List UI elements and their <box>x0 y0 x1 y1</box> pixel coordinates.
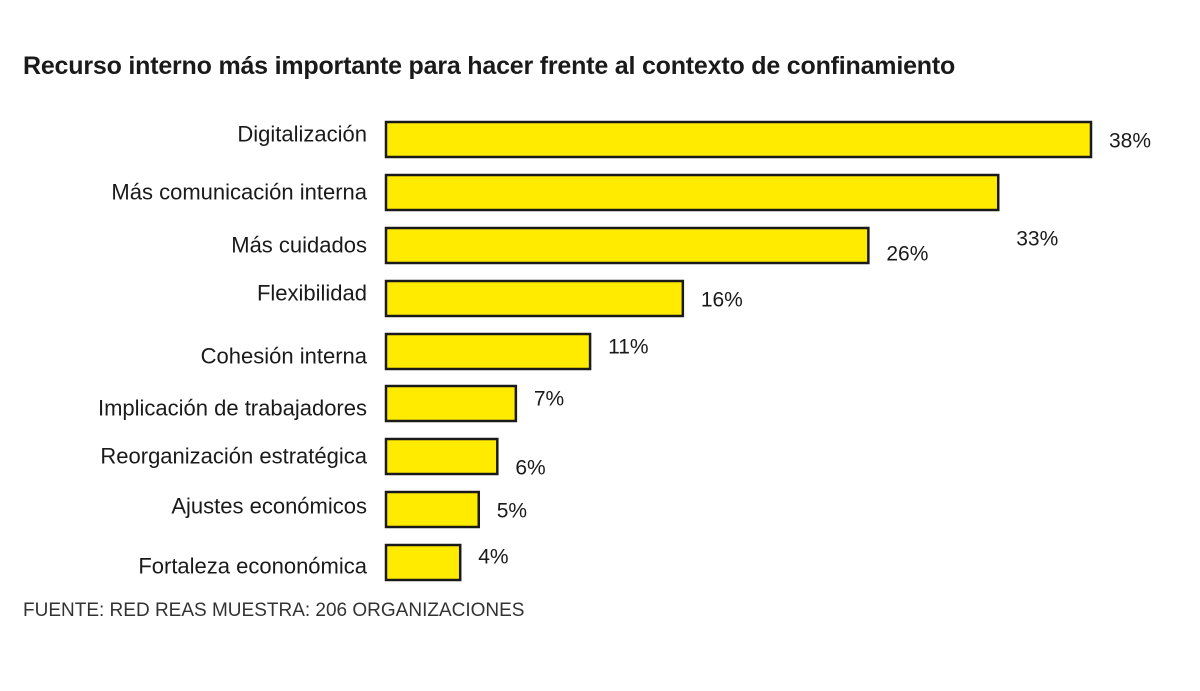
source-note: FUENTE: RED REAS MUESTRA: 206 ORGANIZACI… <box>23 600 525 621</box>
category-label: Cohesión interna <box>201 344 368 369</box>
bar <box>384 226 870 265</box>
chart-title: Recurso interno más importante para hace… <box>23 52 956 80</box>
bar <box>384 120 1093 159</box>
bar <box>384 173 1000 212</box>
category-label: Reorganización estratégica <box>100 444 367 469</box>
bar <box>384 332 592 371</box>
category-label: Ajustes económicos <box>171 494 367 519</box>
bar <box>384 437 499 476</box>
category-label: Más comunicación interna <box>111 180 367 205</box>
category-label: Digitalización <box>237 122 367 147</box>
category-label: Fortaleza econonómica <box>138 554 367 579</box>
value-label: 6% <box>515 457 545 480</box>
category-label: Más cuidados <box>231 233 367 258</box>
value-label: 33% <box>1016 228 1058 251</box>
value-label: 38% <box>1109 130 1151 153</box>
value-label: 16% <box>701 289 743 312</box>
category-label: Flexibilidad <box>257 281 367 306</box>
value-label: 5% <box>497 500 527 523</box>
value-label: 7% <box>534 388 564 411</box>
bar <box>384 384 518 423</box>
value-label: 11% <box>608 336 648 359</box>
bar <box>384 279 685 318</box>
value-label: 26% <box>886 243 928 266</box>
value-label: 4% <box>478 546 508 569</box>
bar <box>384 490 481 529</box>
bar <box>384 543 462 582</box>
category-label: Implicación de trabajadores <box>98 396 367 421</box>
